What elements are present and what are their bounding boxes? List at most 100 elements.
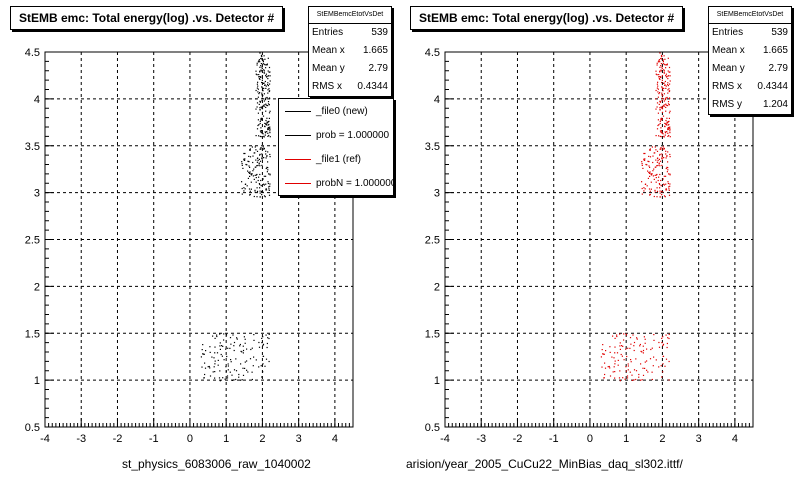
data-point xyxy=(255,159,257,161)
data-point xyxy=(661,100,663,102)
data-point xyxy=(665,150,667,152)
data-point xyxy=(663,195,666,197)
data-point xyxy=(261,119,263,121)
data-point xyxy=(221,355,223,357)
data-point xyxy=(660,57,662,60)
stats-row-rms-x: RMS x 0.4344 xyxy=(309,78,391,96)
data-point xyxy=(609,351,611,353)
data-point xyxy=(257,159,259,162)
data-point xyxy=(629,337,632,339)
data-point xyxy=(261,94,263,96)
data-point xyxy=(659,196,661,198)
x-tick-label: -3 xyxy=(476,433,486,445)
data-point xyxy=(622,377,624,379)
stats-value: 2.79 xyxy=(768,63,788,74)
data-point xyxy=(230,359,232,361)
data-point xyxy=(261,106,263,108)
data-point xyxy=(255,177,257,179)
data-point xyxy=(661,155,663,157)
data-point xyxy=(627,369,629,371)
data-point xyxy=(265,123,267,126)
data-point xyxy=(265,75,267,77)
data-point xyxy=(646,348,648,350)
legend-text: _file0 (new) xyxy=(316,105,368,117)
data-point xyxy=(257,88,259,90)
data-point xyxy=(244,338,246,340)
data-point xyxy=(202,353,204,355)
x-tick-label: 4 xyxy=(332,433,338,445)
data-point xyxy=(262,115,265,117)
data-point xyxy=(217,364,219,366)
data-point xyxy=(261,75,263,77)
data-point xyxy=(219,345,221,347)
data-point xyxy=(657,119,659,121)
data-point xyxy=(641,181,643,183)
data-point xyxy=(660,365,662,367)
data-point xyxy=(665,87,667,89)
data-point xyxy=(636,338,638,340)
stats-value: 1.204 xyxy=(762,99,788,110)
data-point xyxy=(267,89,269,91)
data-point xyxy=(258,135,260,137)
data-point xyxy=(259,148,262,150)
data-point xyxy=(668,189,670,191)
data-point xyxy=(664,80,666,83)
data-point xyxy=(668,88,670,90)
data-point xyxy=(658,183,660,185)
data-point xyxy=(256,150,259,152)
data-point xyxy=(655,159,657,161)
stats-value: 539 xyxy=(771,27,788,38)
data-point xyxy=(656,150,659,152)
data-point xyxy=(262,87,264,89)
data-point xyxy=(256,106,258,108)
data-point xyxy=(268,173,270,175)
data-point xyxy=(269,83,271,85)
data-point xyxy=(226,355,228,358)
data-point xyxy=(651,146,653,148)
data-point xyxy=(264,58,266,60)
legend-entry-file1: _file1 (ref) xyxy=(279,147,393,171)
data-point xyxy=(255,98,257,100)
data-point xyxy=(665,334,667,336)
stats-label: Mean x xyxy=(312,45,345,56)
data-point xyxy=(248,161,250,163)
data-point xyxy=(258,176,260,178)
data-point xyxy=(268,337,270,340)
data-point xyxy=(662,336,664,338)
data-point xyxy=(659,190,661,192)
data-point xyxy=(652,365,654,367)
data-point xyxy=(262,157,264,159)
data-point xyxy=(659,192,661,194)
data-point xyxy=(246,185,248,187)
data-point xyxy=(633,341,636,344)
data-point xyxy=(267,132,269,134)
data-point xyxy=(633,369,636,371)
data-point xyxy=(626,355,628,358)
y-tick-label: 2.5 xyxy=(425,235,440,247)
data-point xyxy=(609,367,611,369)
data-point xyxy=(267,105,269,107)
data-point xyxy=(264,84,266,86)
data-point xyxy=(661,119,663,121)
data-point xyxy=(661,194,663,196)
data-point xyxy=(667,132,669,134)
data-point xyxy=(222,345,224,347)
data-point xyxy=(660,69,662,71)
data-point xyxy=(266,117,268,119)
data-point xyxy=(660,63,662,65)
data-point xyxy=(661,158,663,160)
data-point xyxy=(259,61,261,63)
data-point xyxy=(658,158,660,160)
data-point xyxy=(635,358,637,360)
data-point xyxy=(660,147,662,149)
scatter-plot-new: -4 -3 -2 -1 0 1 2 3 4 0.5 1 1.5 2 2.5 3 3.5 4 4.5 xyxy=(25,47,354,445)
data-point xyxy=(660,119,662,121)
data-point xyxy=(643,187,645,189)
data-point xyxy=(665,188,667,190)
data-point xyxy=(655,73,657,75)
data-point xyxy=(259,183,261,186)
data-point xyxy=(660,117,662,120)
data-point xyxy=(659,109,661,111)
data-point xyxy=(668,194,671,196)
data-point xyxy=(242,349,245,352)
